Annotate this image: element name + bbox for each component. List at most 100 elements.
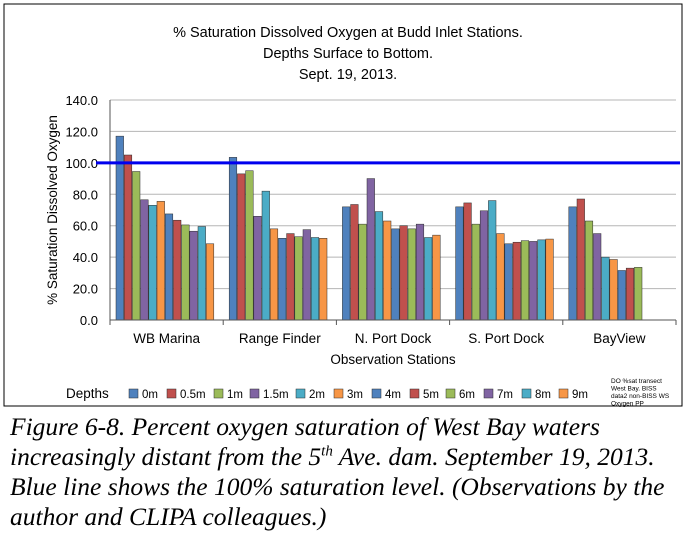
bar-6m-3 [407, 228, 416, 321]
chart-title-line: Sept. 19, 2013. [299, 67, 397, 83]
bar-7m-4 [529, 241, 538, 321]
bar-3m-4 [496, 233, 505, 321]
bar-5m-4 [512, 241, 521, 321]
legend-label-0m: 0m [142, 389, 158, 401]
bar-6m-1 [181, 224, 190, 321]
bar-7m-2 [302, 229, 311, 321]
legend-label-1.5m: 1.5m [263, 389, 289, 401]
y-axis-title: % Saturation Dissolved Oxygen [45, 115, 60, 305]
legend-swatch-2m [295, 388, 306, 399]
legend-label-4m: 4m [385, 389, 401, 401]
bar-3m-2 [269, 228, 279, 321]
bar-1.5m-4 [479, 210, 489, 321]
legend-label-8m: 8m [535, 389, 551, 401]
bar-5m-1 [173, 219, 182, 321]
y-tick-label: 20.0 [73, 282, 98, 297]
x-axis-title: Observation Stations [330, 352, 456, 367]
bar-0m-3 [342, 206, 351, 321]
legend-label-5m: 5m [423, 389, 439, 401]
bar-8m-1 [197, 226, 206, 321]
bar-0.5m-3 [350, 204, 359, 321]
chart-note-line: data2 non-BISS WS [611, 393, 670, 400]
legend-swatch-4m [371, 388, 382, 399]
legend-label-9m: 9m [572, 389, 588, 401]
legend-label-1m: 1m [227, 389, 243, 401]
bar-0m-5 [568, 206, 577, 321]
x-tick-label: BayView [593, 331, 646, 346]
y-tick-label: 40.0 [73, 250, 98, 265]
legend-label-3m: 3m [347, 389, 363, 401]
bar-0.5m-4 [463, 202, 472, 321]
caption-text-2: Ave. dam. September 19, 2013. Blue line … [10, 442, 665, 531]
bar-1m-2 [245, 170, 254, 321]
y-tick-label: 80.0 [73, 187, 98, 202]
bar-0.5m-2 [237, 173, 246, 321]
legend-label-2m: 2m [309, 389, 325, 401]
x-tick-label: S. Port Dock [468, 331, 544, 346]
caption-superscript: th [321, 443, 333, 460]
caption-text-1: Figure 6-8. Percent oxygen saturation of… [10, 412, 600, 471]
bar-0.5m-5 [576, 198, 585, 321]
bar-0.5m-1 [123, 154, 133, 321]
bar-8m-2 [310, 237, 320, 321]
bar-0m-2 [228, 157, 238, 321]
bar-4m-3 [391, 228, 400, 321]
bar-9m-2 [319, 238, 328, 321]
bar-3m-3 [383, 220, 392, 321]
y-tick-label: 60.0 [73, 219, 98, 234]
chart: % Saturation Dissolved Oxygen at Budd In… [3, 3, 683, 408]
bar-0m-4 [455, 206, 464, 321]
bar-8m-3 [424, 237, 433, 321]
bar-2m-4 [488, 200, 497, 321]
bar-6m-2 [294, 236, 303, 321]
bar-3m-1 [156, 201, 165, 321]
legend-swatch-8m [521, 388, 532, 399]
bar-9m-1 [205, 243, 215, 321]
bar-1m-3 [358, 223, 367, 321]
bar-1m-4 [471, 223, 480, 321]
legend-swatch-6m [445, 388, 456, 399]
x-tick-label: N. Port Dock [355, 331, 432, 346]
bar-2m-2 [261, 190, 270, 321]
chart-title-line: Depths Surface to Bottom. [263, 46, 433, 62]
legend-title: Depths [66, 386, 109, 401]
bar-1.5m-5 [593, 233, 602, 321]
bar-6m-5 [634, 267, 643, 321]
bar-9m-3 [432, 234, 441, 321]
chart-title-line: % Saturation Dissolved Oxygen at Budd In… [173, 25, 523, 41]
bar-4m-4 [504, 243, 513, 321]
y-tick-label: 120.0 [65, 124, 98, 139]
bar-1m-5 [584, 220, 594, 321]
bar-9m-4 [545, 238, 554, 321]
bar-5m-2 [286, 233, 295, 321]
figure-caption: Figure 6-8. Percent oxygen saturation of… [10, 412, 682, 532]
x-tick-label: WB Marina [133, 331, 200, 346]
legend-swatch-5m [409, 388, 420, 399]
bar-7m-1 [189, 230, 198, 321]
legend-swatch-0m [128, 388, 139, 399]
bar-4m-1 [164, 213, 174, 321]
y-tick-label: 0.0 [80, 313, 98, 328]
legend-label-7m: 7m [497, 389, 513, 401]
legend-swatch-7m [483, 388, 494, 399]
legend-swatch-1.5m [249, 388, 260, 399]
bar-2m-1 [148, 205, 157, 321]
legend-label-0.5m: 0.5m [180, 389, 206, 401]
bar-5m-5 [625, 267, 635, 321]
bar-8m-4 [537, 239, 546, 321]
bar-4m-5 [617, 270, 626, 321]
bar-2m-5 [601, 256, 610, 321]
legend-swatch-9m [558, 388, 569, 399]
bar-1.5m-3 [366, 178, 375, 321]
bar-2m-3 [374, 211, 384, 321]
legend-label-6m: 6m [459, 389, 475, 401]
bar-7m-3 [415, 223, 425, 321]
bar-1.5m-2 [253, 216, 262, 321]
legend-swatch-0.5m [166, 388, 177, 399]
bar-6m-4 [520, 240, 530, 321]
y-tick-label: 100.0 [65, 156, 98, 171]
bar-1.5m-1 [140, 199, 149, 321]
bar-4m-2 [278, 238, 287, 321]
chart-note-line: DO %sat transect [611, 378, 662, 385]
